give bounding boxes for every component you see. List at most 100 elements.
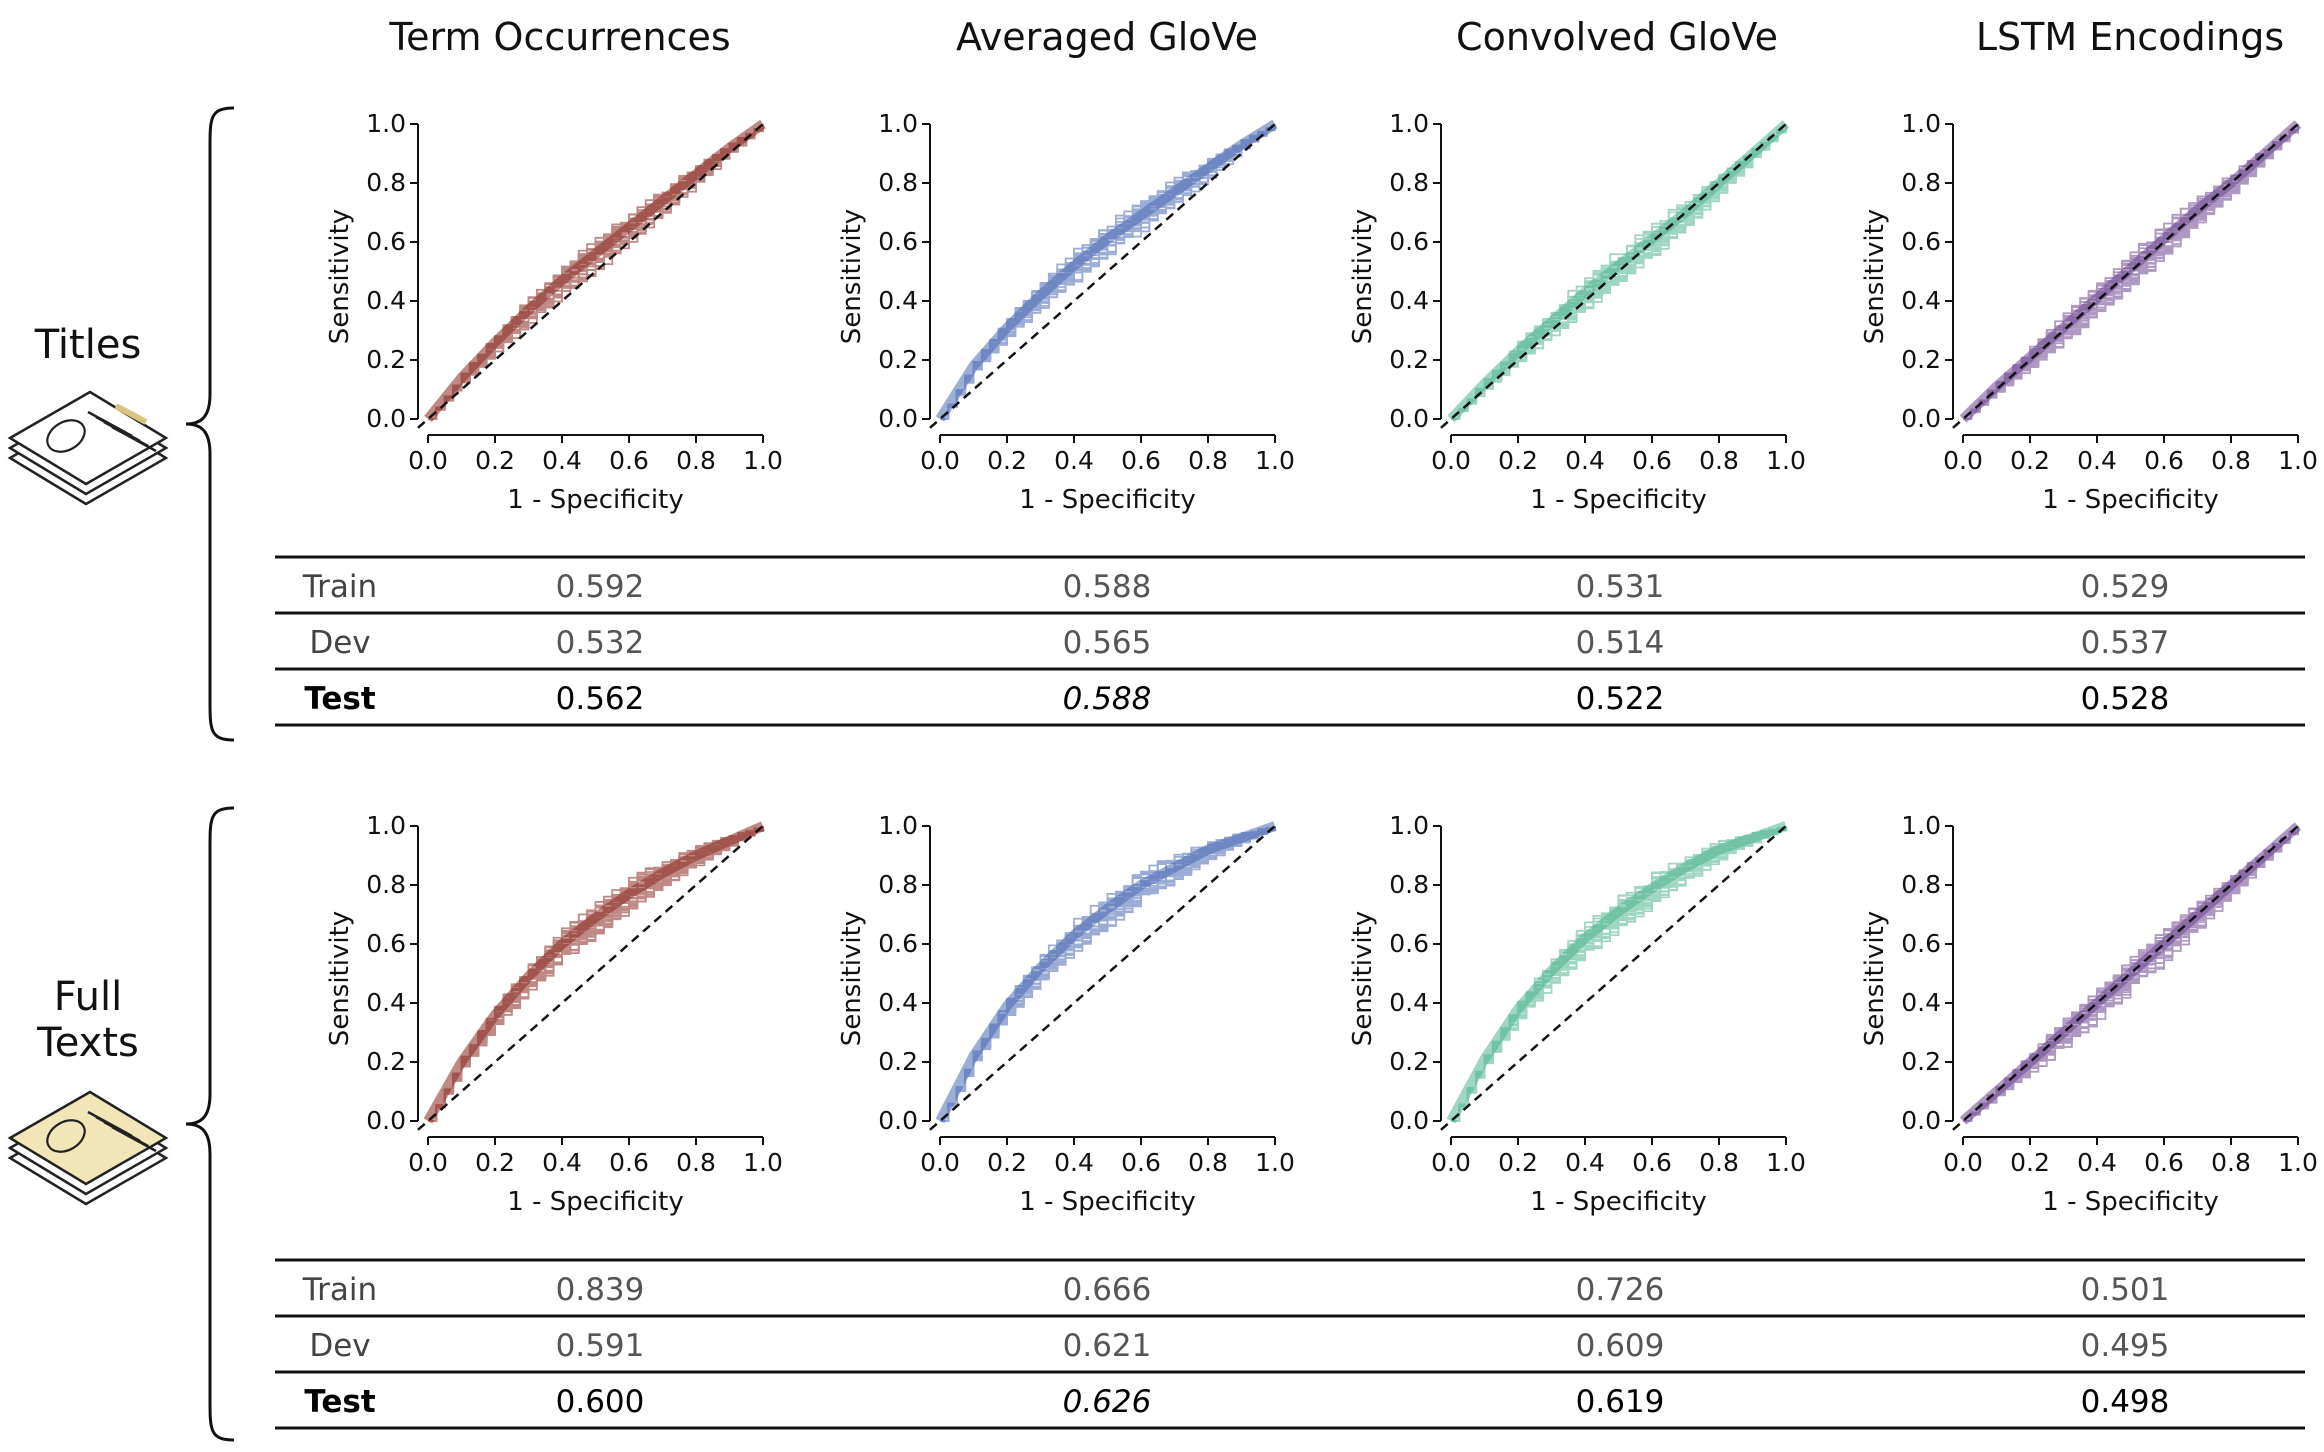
x-tick-label: 0.4 <box>542 1148 582 1177</box>
x-tick-label: 0.2 <box>1498 446 1538 475</box>
x-tick-label: 0.2 <box>987 446 1027 475</box>
x-tick-label: 0.0 <box>1943 446 1983 475</box>
table-cell: 0.619 <box>1576 1384 1665 1420</box>
y-tick-label: 0.8 <box>366 168 406 197</box>
table-row-label: Test <box>304 681 376 717</box>
y-tick-label: 0.8 <box>878 870 918 899</box>
roc-mean-curve <box>935 821 1277 1124</box>
table-cell: 0.626 <box>1063 1384 1152 1420</box>
y-tick-label: 0.2 <box>1901 1047 1941 1076</box>
x-tick-label: 0.6 <box>1632 1148 1672 1177</box>
y-tick-label: 1.0 <box>1901 109 1941 138</box>
y-tick-label: 1.0 <box>366 109 406 138</box>
table-cell: 0.621 <box>1063 1328 1152 1364</box>
roc-plot: 0.0 0.2 0.4 0.6 0.8 1.0 0.0 0.2 0.4 0.6 0.8 1.0 1 - … <box>837 109 1295 515</box>
y-tick-label: 1.0 <box>878 109 918 138</box>
x-tick-label: 0.0 <box>920 1148 960 1177</box>
chance-diagonal <box>1440 825 1787 1131</box>
roc-curve <box>940 826 1276 1122</box>
brain-glyph <box>46 419 86 453</box>
y-axis-label: Sensitivity <box>325 911 355 1046</box>
y-tick-label: 0.6 <box>366 227 406 256</box>
table-cell: 0.514 <box>1576 625 1665 661</box>
x-axis-label: 1 - Specificity <box>2042 485 2218 515</box>
roc-plot: 0.0 0.2 0.4 0.6 0.8 1.0 0.0 0.2 0.4 0.6 0.8 1.0 1 - … <box>1348 109 1806 515</box>
roc-curve <box>428 826 764 1122</box>
x-tick-label: 0.4 <box>542 446 582 475</box>
roc-mean-curve <box>1447 120 1790 423</box>
row-title: Full <box>54 974 122 1020</box>
x-tick-label: 0.4 <box>1565 446 1605 475</box>
x-tick-label: 0.2 <box>987 1148 1027 1177</box>
roc-mean-curve <box>935 119 1278 422</box>
roc-mean-curve <box>1959 120 2302 423</box>
y-tick-label: 0.4 <box>878 286 918 315</box>
y-axis-label: Sensitivity <box>1860 911 1890 1046</box>
auc-table: Train 0.592 0.588 0.531 0.529 Dev 0.532 0.565 0.… <box>275 555 2305 727</box>
x-tick-label: 0.0 <box>408 446 448 475</box>
x-tick-label: 1.0 <box>1766 1148 1806 1177</box>
table-cell: 0.726 <box>1576 1272 1665 1308</box>
table-cell: 0.588 <box>1063 569 1152 605</box>
row-brace <box>185 106 235 742</box>
roc-mean-curve <box>423 821 766 1124</box>
y-axis-label: Sensitivity <box>1348 911 1378 1046</box>
column-title: LSTM Encodings <box>1976 15 2284 59</box>
table-cell: 0.528 <box>2081 681 2170 717</box>
roc-curve <box>940 124 1276 420</box>
y-tick-label: 0.8 <box>366 870 406 899</box>
x-tick-label: 1.0 <box>743 446 783 475</box>
y-tick-label: 1.0 <box>366 811 406 840</box>
y-tick-label: 0.6 <box>1901 929 1941 958</box>
table-row-label: Train <box>302 569 377 605</box>
chance-diagonal <box>1952 123 2299 429</box>
table-cell: 0.529 <box>2081 569 2170 605</box>
x-tick-label: 0.0 <box>1943 1148 1983 1177</box>
y-axis-label: Sensitivity <box>325 209 355 344</box>
roc-plot: 0.0 0.2 0.4 0.6 0.8 1.0 0.0 0.2 0.4 0.6 0.8 1.0 1 - … <box>1348 811 1806 1217</box>
table-cell: 0.501 <box>2081 1272 2170 1308</box>
x-tick-label: 0.4 <box>1054 1148 1094 1177</box>
table-cell: 0.592 <box>556 569 645 605</box>
x-tick-label: 0.2 <box>2010 446 2050 475</box>
roc-plot: 0.0 0.2 0.4 0.6 0.8 1.0 0.0 0.2 0.4 0.6 0.8 1.0 1 - … <box>1860 109 2318 515</box>
y-tick-label: 0.6 <box>1389 227 1429 256</box>
column-title: Term Occurrences <box>388 15 730 59</box>
x-tick-label: 0.6 <box>1121 1148 1161 1177</box>
y-axis-label: Sensitivity <box>1860 209 1890 344</box>
column-title: Averaged GloVe <box>956 15 1258 59</box>
table-cell: 0.531 <box>1576 569 1665 605</box>
roc-plot: 0.0 0.2 0.4 0.6 0.8 1.0 0.0 0.2 0.4 0.6 0.8 1.0 1 - … <box>325 811 783 1217</box>
y-tick-label: 0.2 <box>878 345 918 374</box>
y-tick-label: 0.0 <box>1389 1106 1429 1135</box>
x-tick-label: 0.8 <box>1699 1148 1739 1177</box>
chance-diagonal <box>1440 123 1787 429</box>
x-tick-label: 0.8 <box>2211 446 2251 475</box>
x-tick-label: 0.6 <box>1632 446 1672 475</box>
chance-diagonal <box>417 123 764 429</box>
row-brace <box>185 806 235 1442</box>
y-tick-label: 1.0 <box>1901 811 1941 840</box>
x-tick-label: 0.0 <box>1431 1148 1471 1177</box>
y-tick-label: 0.8 <box>1901 168 1941 197</box>
y-tick-label: 0.4 <box>1901 286 1941 315</box>
y-tick-label: 0.2 <box>1389 1047 1429 1076</box>
x-tick-label: 1.0 <box>1255 446 1295 475</box>
x-axis-label: 1 - Specificity <box>507 1187 683 1217</box>
table-row-label: Dev <box>309 1328 370 1364</box>
y-axis-label: Sensitivity <box>837 911 867 1046</box>
x-tick-label: 0.2 <box>2010 1148 2050 1177</box>
document-stack-icon <box>7 390 169 506</box>
x-tick-label: 0.0 <box>920 446 960 475</box>
document-stack-icon <box>7 1090 169 1206</box>
y-tick-label: 0.2 <box>878 1047 918 1076</box>
table-cell: 0.537 <box>2081 625 2170 661</box>
y-tick-label: 0.2 <box>366 345 406 374</box>
y-tick-label: 0.2 <box>1901 345 1941 374</box>
roc-curve <box>1963 124 2299 420</box>
table-cell: 0.588 <box>1063 681 1152 717</box>
y-tick-label: 0.0 <box>878 404 918 433</box>
x-axis-label: 1 - Specificity <box>2042 1187 2218 1217</box>
chance-diagonal <box>1952 825 2299 1131</box>
x-tick-label: 1.0 <box>2278 1148 2318 1177</box>
